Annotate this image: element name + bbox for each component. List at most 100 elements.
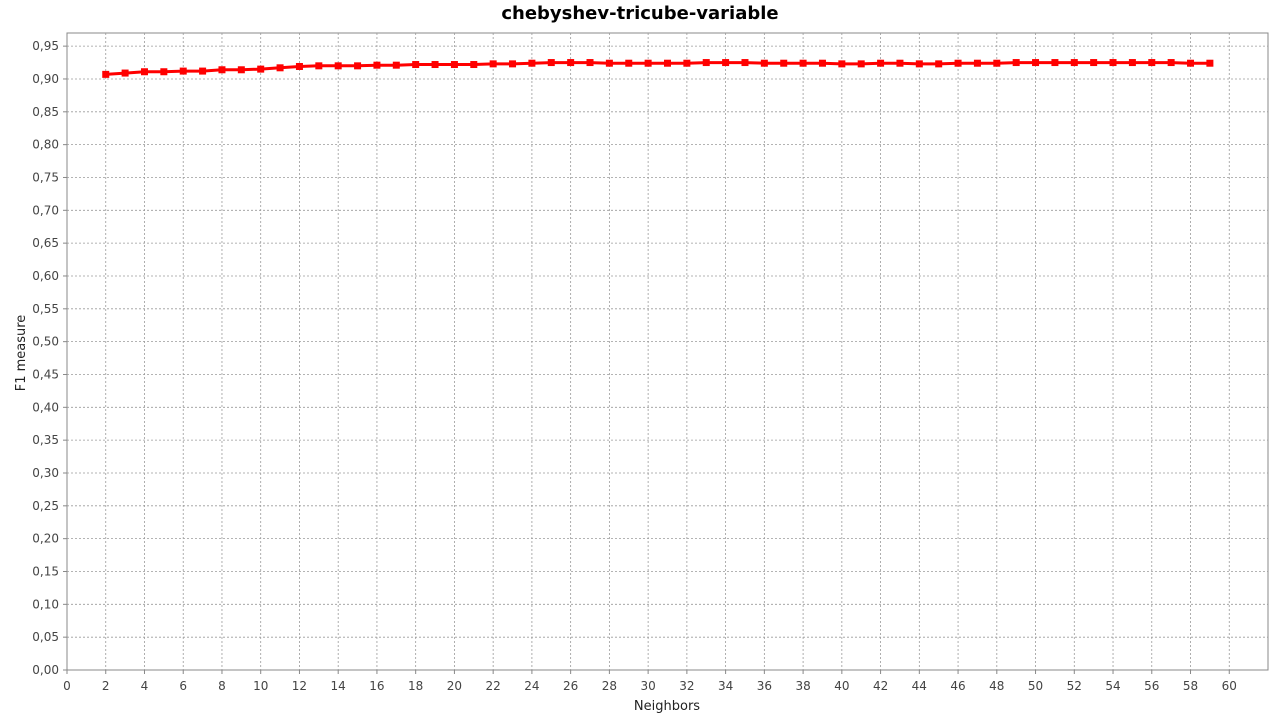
data-point [315,62,323,70]
data-point [1032,59,1040,67]
data-point [1070,59,1078,67]
y-tick-label: 0,50 [32,335,59,349]
x-tick-label: 22 [486,679,501,693]
data-point [237,66,245,74]
series-line [105,61,1210,76]
x-tick-label: 8 [218,679,226,693]
data-point [935,60,943,68]
data-point [915,60,923,68]
y-tick-label: 0,25 [32,499,59,513]
data-point [160,68,168,76]
y-tick-label: 0,30 [32,466,59,480]
x-tick-label: 10 [253,679,268,693]
data-point [121,69,129,77]
x-tick-label: 48 [989,679,1004,693]
grid-lines [67,33,1268,670]
data-point [567,59,575,67]
y-tick-label: 0,45 [32,367,59,381]
data-point [877,59,885,67]
data-point [702,59,710,67]
x-axis-title: Neighbors [634,699,700,714]
x-tick-label: 44 [912,679,927,693]
chart-title: chebyshev-tricube-variable [501,3,779,24]
data-point [857,60,865,68]
data-point [276,64,284,72]
y-tick-label: 0,95 [32,39,59,53]
plot-area [66,32,1269,671]
y-axis-title: F1 measure [14,315,29,392]
data-point [605,59,613,67]
x-tick-label: 54 [1105,679,1120,693]
x-tick-label: 34 [718,679,733,693]
y-tick-label: 0,55 [32,302,59,316]
y-tick-label: 0,60 [32,269,59,283]
data-point [528,59,536,67]
y-tick-label: 0,20 [32,532,59,546]
x-tick-label: 58 [1183,679,1198,693]
x-tick-label: 40 [834,679,849,693]
y-tick-label: 0,35 [32,433,59,447]
x-tick-label: 4 [141,679,149,693]
x-tick-label: 56 [1144,679,1159,693]
data-point [625,59,633,67]
x-tick-label: 38 [795,679,810,693]
x-tick-label: 6 [179,679,187,693]
x-tick-label: 30 [640,679,655,693]
data-point [392,61,400,69]
data-point [450,61,458,69]
x-tick-label: 52 [1067,679,1082,693]
data-point [1012,59,1020,67]
data-point [818,59,826,67]
y-tick-label: 0,70 [32,203,59,217]
series-layer [102,59,1214,78]
x-tick-label: 18 [408,679,423,693]
data-point [683,59,691,67]
x-tick-label: 60 [1222,679,1237,693]
y-tick-label: 0,80 [32,138,59,152]
data-point [295,62,303,70]
data-point [1090,59,1098,67]
y-tick-label: 0,00 [32,663,59,677]
x-tick-label: 46 [950,679,965,693]
data-point [547,59,555,67]
data-point [973,59,981,67]
data-point [1128,59,1136,67]
data-point [179,67,187,75]
data-point [1187,59,1195,67]
data-point [993,59,1001,67]
data-point [780,59,788,67]
data-point [412,61,420,69]
data-point [1051,59,1059,67]
data-point [1109,59,1117,67]
data-point [741,59,749,67]
y-tick-label: 0,65 [32,236,59,250]
data-point [218,66,226,74]
data-point [489,60,497,68]
y-axis-ticks: 0,00 0,05 0,10 0,15 0,20 0,25 0,30 0,35 0,40 0,45… [32,39,67,677]
x-tick-label: 26 [563,679,578,693]
data-point [199,67,207,75]
data-point [470,61,478,69]
y-tick-label: 0,90 [32,72,59,86]
x-tick-label: 2 [102,679,110,693]
data-point [586,59,594,67]
y-tick-label: 0,10 [32,597,59,611]
x-tick-label: 24 [524,679,539,693]
data-point [509,60,517,68]
data-point [799,59,807,67]
data-point [1206,59,1214,67]
data-point [644,59,652,67]
x-tick-label: 28 [602,679,617,693]
data-point [760,59,768,67]
data-point [954,59,962,67]
data-point [431,61,439,69]
y-tick-label: 0,15 [32,564,59,578]
x-tick-label: 12 [292,679,307,693]
x-tick-label: 14 [331,679,346,693]
data-point [1148,59,1156,67]
y-tick-label: 0,40 [32,400,59,414]
data-point [334,62,342,70]
data-point [257,65,265,73]
data-point [664,59,671,67]
